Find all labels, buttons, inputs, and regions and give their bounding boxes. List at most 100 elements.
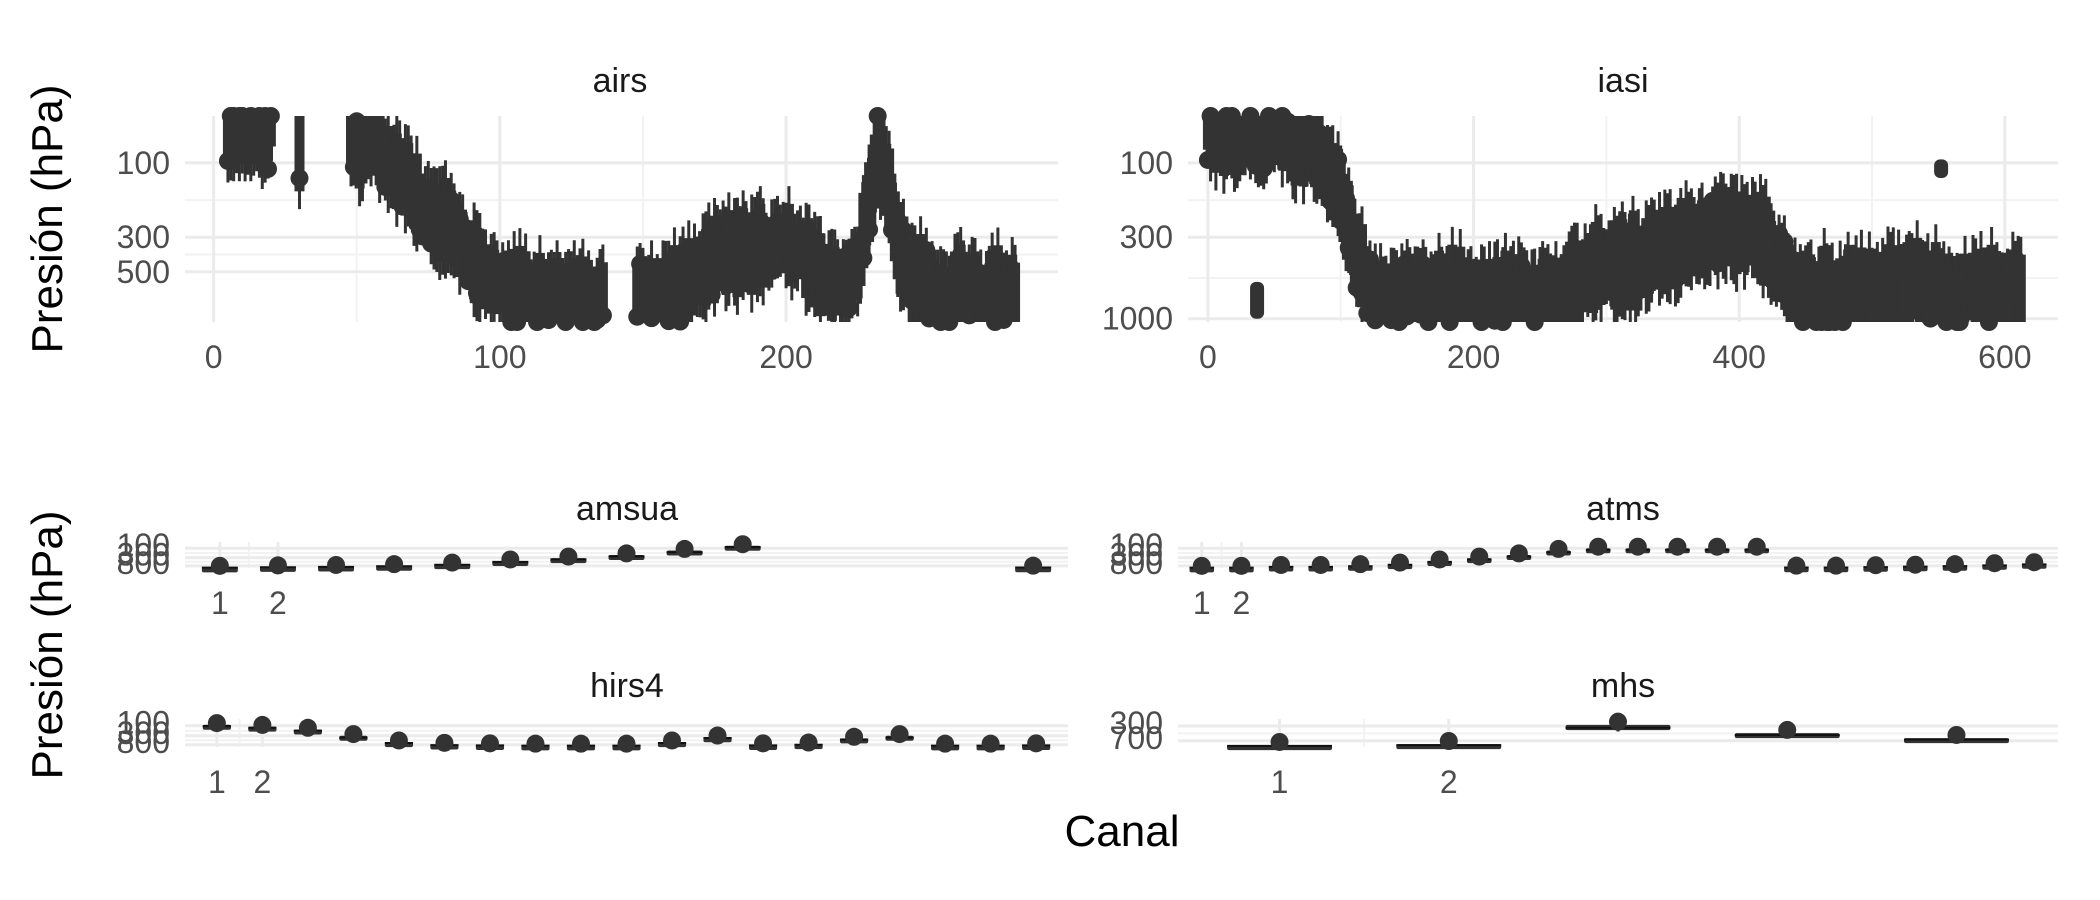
outlier-point bbox=[1470, 547, 1489, 566]
outlier-point bbox=[981, 734, 1000, 753]
outlier-point bbox=[1439, 732, 1458, 751]
mhs-y-tick-label: 300 bbox=[1110, 705, 1163, 741]
airs-x-tick-label: 0 bbox=[205, 339, 223, 375]
outlier-point bbox=[890, 725, 909, 744]
atms-boxplots bbox=[1189, 537, 2047, 575]
panel-title-airs: airs bbox=[593, 62, 648, 100]
panel-title-amsua: amsua bbox=[576, 490, 678, 528]
iasi-boxplots bbox=[1198, 107, 2026, 331]
outlier-point bbox=[663, 731, 682, 750]
outlier-point bbox=[571, 734, 590, 753]
outlier-point bbox=[845, 727, 864, 746]
outlier-point bbox=[1024, 556, 1043, 575]
box bbox=[597, 262, 608, 314]
atms-y-tick-label: 100 bbox=[1110, 527, 1163, 563]
outlier-point bbox=[1589, 537, 1608, 556]
outlier-point bbox=[1985, 554, 2004, 573]
outlier-point bbox=[1747, 537, 1766, 556]
outlier-point bbox=[1027, 734, 1046, 753]
box bbox=[1250, 281, 1265, 319]
outlier-point bbox=[1609, 712, 1627, 731]
outlier-point bbox=[617, 544, 636, 563]
amsua-boxplots bbox=[201, 535, 1052, 575]
y-axis-title-top: Presión (hPa) bbox=[23, 84, 72, 353]
box bbox=[1210, 116, 1221, 173]
mhs-x-tick-label: 1 bbox=[1271, 764, 1289, 800]
outlier-point bbox=[733, 535, 752, 554]
amsua-y-tick-label: 800 bbox=[117, 545, 170, 581]
hirs4-y-tick-label: 100 bbox=[117, 705, 170, 741]
outlier-point bbox=[1311, 555, 1330, 574]
mhs-x-tick-label: 2 bbox=[1440, 764, 1458, 800]
outlier-point bbox=[2025, 553, 2044, 572]
amsua-x-tick-label: 2 bbox=[269, 585, 287, 621]
hirs4-x-tick-label: 1 bbox=[208, 764, 226, 800]
outlier-point bbox=[290, 169, 309, 188]
outlier-point bbox=[526, 734, 545, 753]
hirs4-boxplots bbox=[202, 714, 1051, 753]
outlier-point bbox=[1270, 732, 1289, 751]
iasi-x-tick-label: 200 bbox=[1447, 339, 1500, 375]
outlier-point bbox=[443, 553, 462, 572]
atms-y-tick-label: 800 bbox=[1110, 545, 1163, 581]
outlier-point bbox=[253, 715, 272, 734]
outlier-point bbox=[327, 555, 346, 574]
iasi-y-tick-label: 300 bbox=[1120, 219, 1173, 255]
outlier-point bbox=[936, 734, 955, 753]
outlier-point bbox=[207, 714, 226, 733]
airs-boxplots bbox=[218, 107, 1021, 331]
outlier-point bbox=[1628, 537, 1647, 556]
panel-iasi: iasi 100 300 1000 0 200 400 600 bbox=[1102, 62, 2058, 375]
outlier-point bbox=[617, 734, 636, 753]
box bbox=[294, 116, 305, 192]
mhs-y-tick-label: 700 bbox=[1110, 720, 1163, 756]
outlier-point bbox=[501, 550, 520, 569]
airs-y-tick-label: 300 bbox=[117, 219, 170, 255]
outlier-point bbox=[344, 725, 363, 744]
y-axis-title-bottom: Presión (hPa) bbox=[23, 510, 72, 779]
outlier-point bbox=[480, 734, 499, 753]
outlier-point bbox=[708, 726, 727, 745]
panel-title-iasi: iasi bbox=[1597, 62, 1648, 100]
outlier-point bbox=[1866, 556, 1885, 575]
outlier-point bbox=[1390, 553, 1409, 572]
outlier-point bbox=[799, 733, 818, 752]
atms-x-tick-label: 1 bbox=[1193, 585, 1211, 621]
amsua-x-tick-label: 1 bbox=[211, 585, 229, 621]
outlier-point bbox=[298, 718, 317, 737]
iasi-x-tick-label: 400 bbox=[1713, 339, 1766, 375]
atms-x-tick-label: 2 bbox=[1233, 585, 1251, 621]
outlier-point bbox=[1947, 725, 1966, 744]
outlier-point bbox=[261, 107, 280, 125]
outlier-point bbox=[1232, 556, 1251, 575]
outlier-point bbox=[1509, 544, 1528, 563]
amsua-y-tick-label: 300 bbox=[117, 537, 170, 573]
amsua-y-tick-label: 100 bbox=[117, 527, 170, 563]
outlier-point bbox=[1430, 550, 1449, 569]
outlier-point bbox=[1945, 555, 1964, 574]
mhs-boxplots bbox=[1227, 712, 2009, 751]
box bbox=[491, 258, 502, 297]
outlier-point bbox=[268, 556, 287, 575]
outlier-point bbox=[210, 556, 229, 575]
outlier-point bbox=[1827, 556, 1846, 575]
iasi-x-tick-label: 0 bbox=[1199, 339, 1217, 375]
outlier-point bbox=[593, 306, 612, 325]
panel-title-atms: atms bbox=[1586, 490, 1660, 528]
panel-title-hirs4: hirs4 bbox=[590, 667, 664, 705]
outlier-point bbox=[435, 733, 454, 752]
outlier-point bbox=[1778, 720, 1797, 739]
outlier-point bbox=[1787, 556, 1806, 575]
box bbox=[2015, 254, 2026, 322]
outlier-point bbox=[559, 547, 578, 566]
box bbox=[1010, 262, 1021, 322]
airs-x-tick-label: 100 bbox=[473, 339, 526, 375]
outlier-point bbox=[754, 734, 773, 753]
outlier-point bbox=[1192, 556, 1211, 575]
hirs4-x-tick-label: 2 bbox=[253, 764, 271, 800]
outlier-point bbox=[1906, 555, 1925, 574]
